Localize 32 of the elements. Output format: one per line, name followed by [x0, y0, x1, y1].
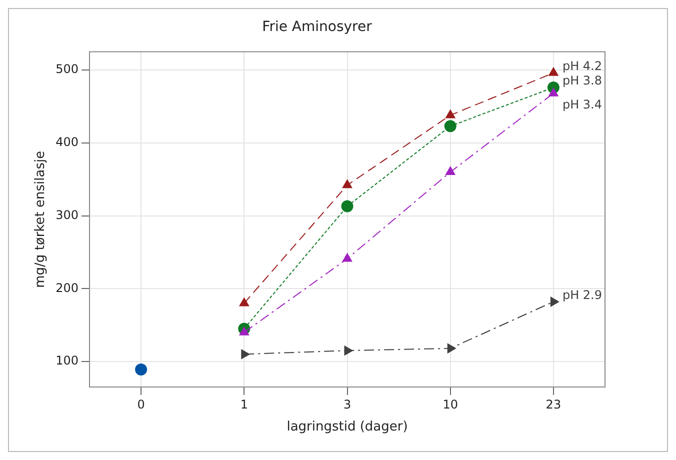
- point: [344, 345, 354, 356]
- point: [447, 343, 456, 354]
- point: [445, 109, 456, 118]
- point: [550, 296, 560, 307]
- x-tick-label: 3: [343, 397, 352, 412]
- series-label: pH 3.4: [562, 98, 602, 112]
- x-tick-label: 1: [240, 397, 248, 412]
- y-tick-label: 100: [56, 354, 79, 368]
- series-label: pH 4.2: [562, 59, 602, 74]
- point: [341, 200, 354, 212]
- point: [241, 349, 250, 360]
- point: [548, 66, 559, 76]
- point: [342, 252, 352, 262]
- chart-title: Frie Aminosyrer: [262, 19, 372, 36]
- point: [548, 87, 559, 96]
- y-tick-label: 400: [56, 135, 79, 150]
- y-tick-label: 200: [56, 280, 79, 295]
- series-label: pH 3.8: [562, 74, 602, 88]
- point: [444, 120, 456, 132]
- point: [135, 364, 148, 376]
- point: [342, 179, 352, 188]
- point: [238, 297, 250, 306]
- x-axis-title: lagringstid (dager): [286, 420, 408, 435]
- y-axis-title: mg/g tørket ensilasje: [33, 150, 48, 288]
- y-tick-label: 300: [56, 208, 79, 222]
- x-tick-label: 23: [546, 397, 562, 412]
- x-tick-label: 10: [442, 397, 458, 412]
- x-tick-label: 0: [137, 397, 145, 412]
- series-label: pH 2.9: [562, 288, 602, 302]
- point: [445, 166, 456, 176]
- y-tick-label: 500: [56, 62, 79, 76]
- point: [238, 326, 250, 336]
